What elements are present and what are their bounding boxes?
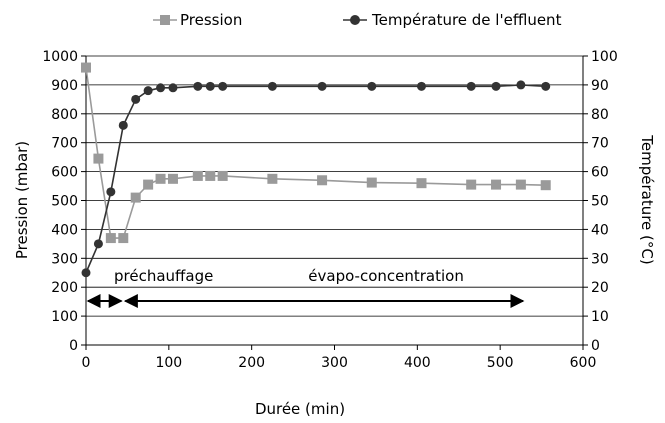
right-tick-label: 70 (591, 136, 609, 152)
x-tick-label: 400 (404, 355, 431, 371)
data-point-square (155, 173, 166, 184)
left-tick-label: 700 (51, 136, 78, 152)
left-tick-label: 0 (69, 338, 78, 354)
data-point-square (143, 179, 154, 190)
data-point-circle (156, 83, 166, 93)
data-point-square (118, 233, 129, 244)
right-axis-ticks: 0 10 20 30 40 50 60 70 80 90 100 (583, 49, 618, 354)
data-point-square (515, 179, 526, 190)
data-point-square (105, 233, 116, 244)
data-point-circle (205, 81, 215, 91)
series-line (85, 67, 546, 239)
legend-entry-pression: Pression (153, 11, 242, 29)
data-point-square (416, 178, 427, 189)
right-tick-label: 30 (591, 251, 609, 267)
left-tick-label: 800 (51, 107, 78, 123)
data-point-square (93, 153, 104, 164)
data-point-circle (193, 81, 203, 91)
data-point-circle (93, 239, 103, 249)
data-point-circle (168, 83, 178, 93)
right-tick-label: 100 (591, 49, 618, 65)
right-axis-title: Température (°C) (638, 134, 656, 264)
data-point-square (491, 179, 502, 190)
data-point-circle (267, 81, 277, 91)
data-point-circle (416, 81, 426, 91)
x-axis-ticks: 0 100 200 300 400 500 600 (82, 345, 597, 371)
left-tick-label: 400 (51, 222, 78, 238)
data-point-circle (106, 187, 116, 197)
right-tick-label: 80 (591, 107, 609, 123)
left-axis-title: Pression (mbar) (13, 141, 31, 259)
legend-label-pression: Pression (180, 11, 242, 29)
data-point-circle (367, 81, 377, 91)
data-point-circle (516, 80, 526, 90)
x-tick-label: 200 (238, 355, 265, 371)
data-point-square (205, 170, 216, 181)
data-point-square (540, 180, 551, 191)
legend-marker-pression (160, 15, 170, 25)
x-tick-label: 600 (570, 355, 597, 371)
legend: Pression Température de l'effluent (153, 11, 562, 29)
left-tick-label: 100 (51, 309, 78, 325)
series-pression (81, 62, 551, 244)
left-tick-label: 900 (51, 78, 78, 94)
right-tick-label: 60 (591, 165, 609, 181)
left-tick-label: 200 (51, 280, 78, 296)
data-point-circle (491, 81, 501, 91)
data-point-circle (81, 268, 91, 278)
data-point-square (81, 62, 91, 73)
data-point-circle (143, 86, 153, 96)
x-tick-label: 100 (155, 355, 182, 371)
right-tick-label: 50 (591, 194, 609, 210)
data-point-circle (541, 81, 551, 91)
right-tick-label: 10 (591, 309, 609, 325)
phase-annotations: préchauffage évapo-concentration (86, 267, 525, 308)
data-point-circle (466, 81, 476, 91)
data-point-circle (317, 81, 327, 91)
data-point-square (217, 170, 228, 181)
legend-marker-temperature (350, 15, 360, 25)
right-tick-label: 20 (591, 280, 609, 296)
data-point-square (317, 175, 328, 186)
x-axis-title: Durée (min) (255, 400, 345, 418)
left-tick-label: 600 (51, 165, 78, 181)
data-point-square (167, 173, 178, 184)
right-tick-label: 90 (591, 78, 609, 94)
left-tick-label: 500 (51, 194, 78, 210)
legend-label-temperature: Température de l'effluent (371, 11, 562, 29)
left-axis-ticks: 0 100 200 300 400 500 600 700 800 900 1000 (42, 49, 86, 354)
series-line (85, 84, 546, 274)
data-point-circle (118, 120, 128, 130)
legend-entry-temperature: Température de l'effluent (343, 11, 562, 29)
x-tick-label: 500 (487, 355, 514, 371)
phase-label: évapo-concentration (308, 267, 464, 285)
x-tick-label: 300 (321, 355, 348, 371)
data-point-square (267, 173, 278, 184)
data-point-square (466, 179, 477, 190)
right-tick-label: 40 (591, 222, 609, 238)
left-tick-label: 1000 (42, 49, 78, 65)
data-point-square (130, 192, 141, 203)
data-point-square (366, 177, 377, 188)
phase-label: préchauffage (114, 267, 213, 285)
series-temperature (81, 80, 551, 278)
right-tick-label: 0 (591, 338, 600, 354)
data-point-circle (131, 94, 141, 104)
left-tick-label: 300 (51, 251, 78, 267)
gridlines (86, 55, 583, 317)
data-point-square (192, 170, 203, 181)
data-point-circle (218, 81, 228, 91)
x-tick-label: 0 (82, 355, 91, 371)
